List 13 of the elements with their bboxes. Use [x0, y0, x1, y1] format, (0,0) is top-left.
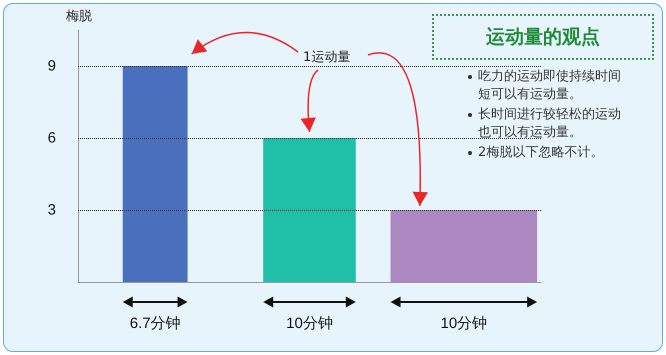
x-tick-label: 10分钟 [286, 315, 333, 332]
annotation: 长时间进行较轻松的运动也可以有运动量。 [478, 106, 622, 142]
bar [263, 138, 356, 282]
annotation: 1运动量 [303, 49, 350, 66]
annotation: 运动量的观点 [432, 14, 654, 60]
annotation: 吃力的运动即使持续时间短可以有运动量。 [478, 68, 622, 104]
x-tick-label: 10分钟 [440, 315, 488, 332]
x-tick-label: 6.7分钟 [130, 315, 181, 332]
annotation: 2梅脱以下忽略不计。 [478, 144, 604, 162]
y-tick-label: 9 [48, 58, 56, 74]
y-tick-label: 6 [48, 130, 56, 146]
y-axis-title: 梅脱 [65, 8, 92, 23]
y-tick-label: 3 [48, 202, 56, 218]
